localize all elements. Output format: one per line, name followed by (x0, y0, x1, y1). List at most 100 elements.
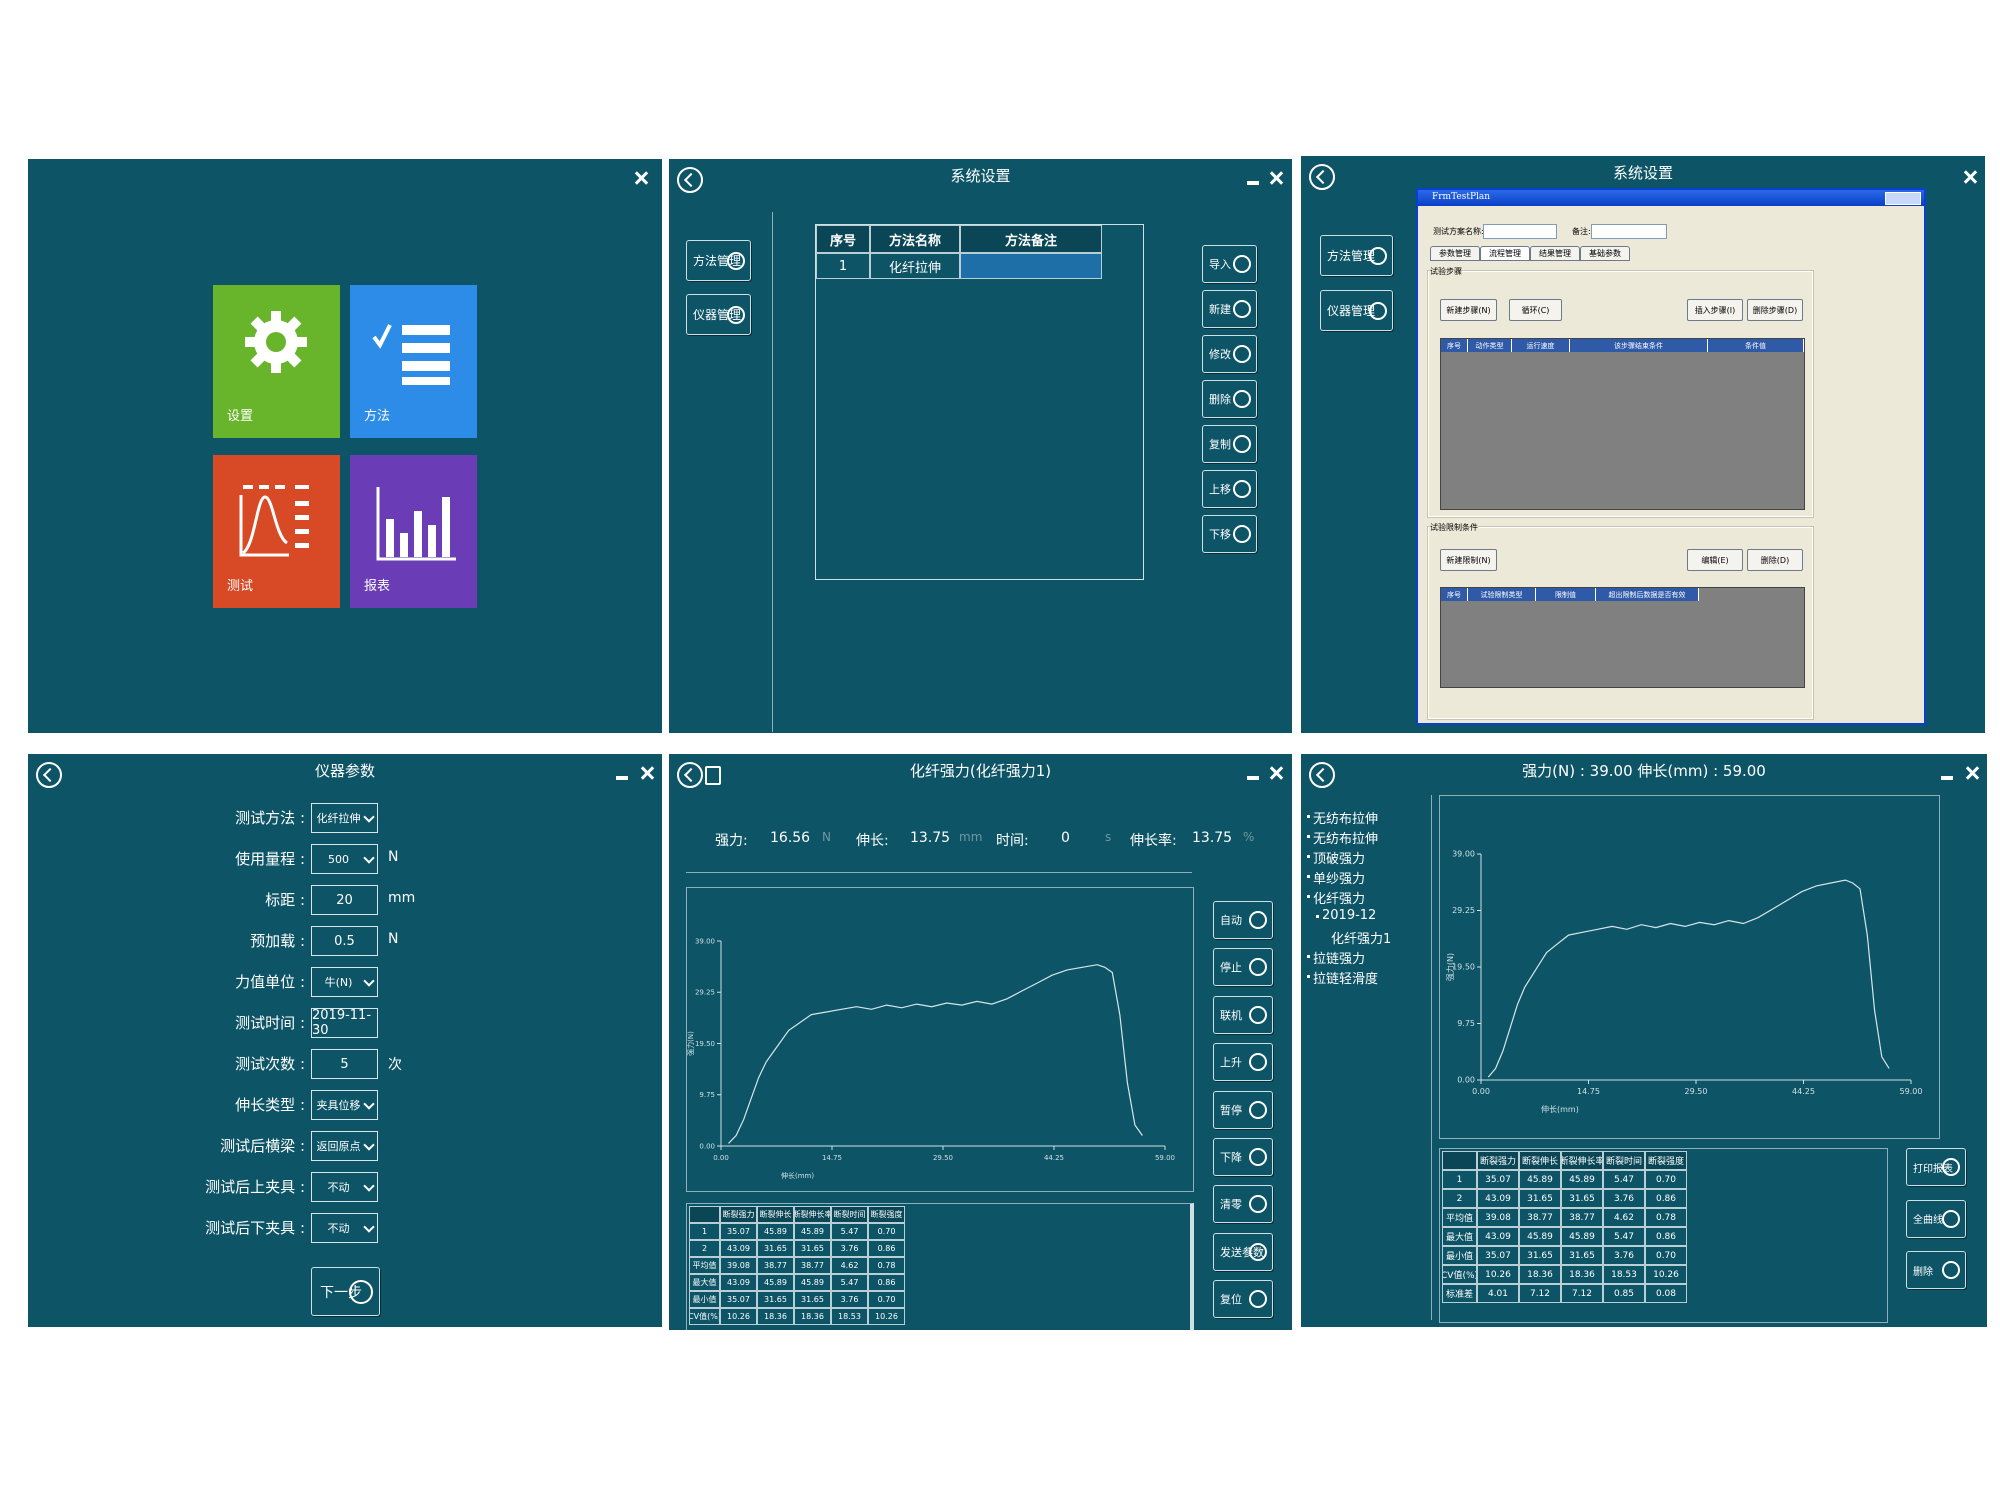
dialog-button[interactable]: 循环(C) (1509, 299, 1562, 321)
minimize-button[interactable] (1941, 776, 1953, 780)
table-cell: 31.65 (757, 1291, 794, 1308)
field-value: 牛(N) (324, 976, 353, 989)
field-input[interactable]: 0.5 (311, 926, 378, 956)
button[interactable]: 下移 (1202, 515, 1257, 553)
field-input[interactable]: 化纤拉伸 (311, 803, 378, 833)
tree-item[interactable]: 拉链轻滑度 (1313, 972, 1379, 987)
button[interactable]: 复制 (1202, 425, 1257, 463)
close-button[interactable] (634, 171, 648, 185)
button[interactable]: 修改 (1202, 335, 1257, 373)
tree-item[interactable]: 化纤强力 (1313, 892, 1366, 907)
tree-item[interactable]: 2019-12 (1322, 908, 1377, 923)
tab[interactable]: 流程管理 (1480, 246, 1530, 261)
button[interactable]: 自动 (1213, 901, 1273, 939)
close-button[interactable] (1965, 766, 1979, 780)
back-button[interactable] (677, 167, 703, 193)
y-tick-label: 0.00 (1457, 1076, 1475, 1085)
button[interactable]: 导入 (1202, 245, 1257, 283)
button-label: 联机 (1220, 1008, 1242, 1022)
tab[interactable]: 结果管理 (1530, 246, 1580, 261)
tree-item[interactable]: 顶破强力 (1313, 852, 1366, 867)
back-button[interactable] (1309, 164, 1335, 190)
dialog-button[interactable]: 插入步骤(I) (1687, 299, 1743, 321)
y-tick-label: 19.50 (1452, 963, 1475, 972)
close-button[interactable] (1963, 170, 1977, 184)
report-tile[interactable]: 报表 (350, 455, 477, 608)
button[interactable]: 清零 (1213, 1185, 1273, 1224)
back-button[interactable] (677, 762, 703, 788)
button[interactable]: 打印报表 (1906, 1148, 1966, 1186)
button-icon (1249, 958, 1267, 977)
screen-title: 强力(N) : 39.00 伸长(mm) : 59.00 (1522, 762, 1766, 780)
table-cell: 0.70 (868, 1223, 905, 1240)
close-button[interactable] (1269, 171, 1283, 185)
next-button[interactable]: 下一步 (311, 1267, 380, 1316)
button[interactable]: 新建 (1202, 290, 1257, 328)
test-tile[interactable]: 测试 (213, 455, 340, 608)
close-button[interactable] (640, 766, 654, 780)
button[interactable]: 上升 (1213, 1043, 1273, 1082)
table-cell: 35.07 (720, 1223, 757, 1240)
field-value: 5 (340, 1056, 349, 1072)
column-header: 方法名称 (870, 225, 960, 253)
button[interactable]: 发送参数 (1213, 1232, 1273, 1271)
table-cell: 7.12 (1519, 1284, 1561, 1303)
button[interactable]: 删除 (1906, 1251, 1966, 1289)
dropdown-arrow (363, 811, 375, 823)
back-button[interactable] (36, 762, 62, 788)
button[interactable]: 全曲线 (1906, 1199, 1966, 1238)
dialog-button[interactable]: 删除步骤(D) (1747, 299, 1803, 321)
field-input[interactable]: 不动 (311, 1172, 378, 1202)
dialog-button[interactable]: 新建步骤(N) (1440, 299, 1497, 321)
minimize-button[interactable] (616, 776, 628, 780)
dialog-button[interactable]: 新建限制(N) (1440, 549, 1497, 571)
field-input[interactable]: 20 (311, 885, 378, 915)
methods-tile[interactable]: 方法 (350, 285, 477, 438)
button[interactable]: 仪器管理 (686, 294, 751, 335)
button[interactable]: 复位 (1213, 1280, 1273, 1319)
button[interactable]: 仪器管理 (1320, 290, 1393, 331)
readout-unit: s (1105, 830, 1112, 844)
tree-item[interactable]: 无纺布拉伸 (1313, 812, 1379, 827)
tab[interactable]: 参数管理 (1430, 246, 1480, 261)
minimize-button[interactable] (1247, 181, 1259, 185)
button[interactable]: 上移 (1202, 470, 1257, 508)
button[interactable]: 停止 (1213, 948, 1273, 987)
table-cell: 0.78 (868, 1257, 905, 1274)
grid-header: 运行速度 (1512, 339, 1570, 352)
file-icon[interactable] (705, 766, 721, 785)
field-input[interactable]: 2019-11-30 (311, 1008, 378, 1038)
tree-item[interactable]: 拉链强力 (1313, 952, 1366, 967)
dialog-button[interactable]: 编辑(E) (1687, 549, 1743, 571)
field-input[interactable]: 5 (311, 1049, 378, 1079)
window-controls[interactable] (1885, 192, 1921, 205)
field-input[interactable]: 不动 (311, 1213, 378, 1243)
button-icon (1233, 345, 1251, 363)
text-input[interactable] (1483, 224, 1557, 239)
button[interactable]: 方法管理 (686, 240, 751, 281)
tree-item[interactable]: 单纱强力 (1313, 872, 1366, 887)
button[interactable]: 联机 (1213, 995, 1273, 1034)
dropdown-arrow (363, 1139, 375, 1151)
tree-item[interactable]: 化纤强力1 (1331, 932, 1392, 947)
text-input[interactable] (1591, 224, 1667, 239)
field-input[interactable]: 夹具位移 (311, 1090, 378, 1120)
back-button[interactable] (1309, 762, 1335, 788)
settings-tile[interactable]: 设置 (213, 285, 340, 438)
field-input[interactable]: 牛(N) (311, 967, 378, 997)
readout-label: 伸长: (856, 833, 889, 849)
button[interactable]: 下降 (1213, 1138, 1273, 1176)
button[interactable]: 方法管理 (1320, 235, 1393, 276)
tree-item[interactable]: 无纺布拉伸 (1313, 832, 1379, 847)
button[interactable]: 暂停 (1213, 1090, 1273, 1129)
field-value: 2019-11-30 (312, 1008, 372, 1038)
field-input[interactable]: 返回原点 (311, 1131, 378, 1161)
button[interactable]: 删除 (1202, 380, 1257, 418)
minimize-button[interactable] (1247, 776, 1259, 780)
results-screen: 强力(N) : 39.00 伸长(mm) : 59.00 0.00 14.75 29… (1301, 754, 1987, 1327)
field-label: 测试后横梁 : (220, 1137, 305, 1155)
close-button[interactable] (1269, 766, 1283, 780)
field-input[interactable]: 500 (311, 844, 378, 874)
tab[interactable]: 基础参数 (1580, 246, 1630, 261)
dialog-button[interactable]: 删除(D) (1747, 549, 1803, 571)
